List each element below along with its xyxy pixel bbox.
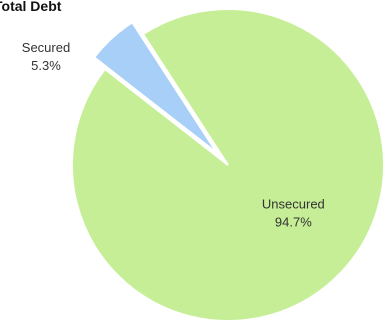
slice-label-unsecured: Unsecured (262, 196, 325, 211)
slice-value-unsecured: 94.7% (275, 214, 312, 229)
slice-labels: Unsecured 94.7% Secured 5.3% (22, 40, 325, 229)
slice-value-secured: 5.3% (31, 58, 61, 73)
pie-slice-secured (92, 20, 219, 154)
pie-slices (71, 8, 385, 322)
chart-title: Total Debt (0, 0, 62, 14)
slice-label-secured: Secured (22, 40, 70, 55)
pie-slice-unsecured (71, 8, 385, 322)
